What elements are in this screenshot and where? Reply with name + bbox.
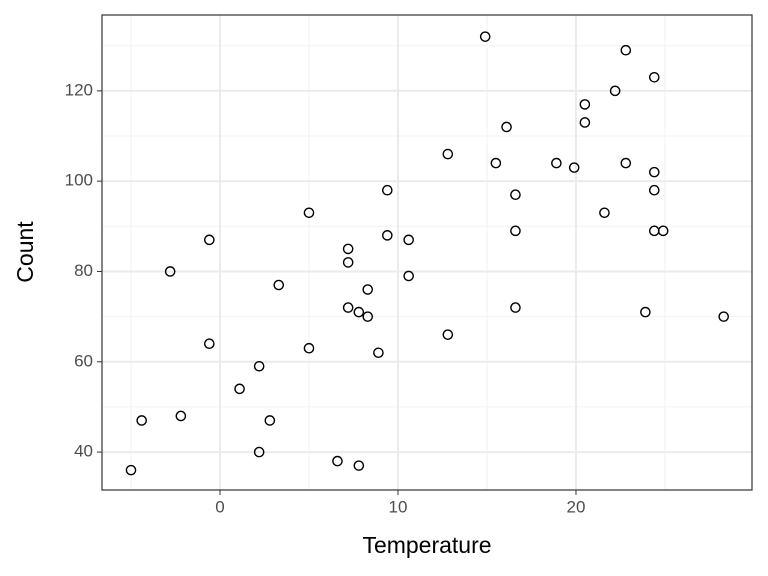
x-tick-label: 0 [215, 497, 224, 516]
point [303, 342, 315, 354]
point [353, 460, 365, 471]
y-tick-label: 60 [74, 351, 93, 370]
y-tick-label: 40 [74, 442, 93, 461]
point [234, 383, 245, 395]
point [620, 44, 632, 56]
point [442, 329, 454, 340]
point [373, 347, 384, 359]
point [342, 257, 354, 268]
point [253, 360, 265, 372]
point [609, 85, 621, 97]
point [382, 184, 393, 196]
point [342, 302, 354, 313]
x-tick-label: 20 [567, 497, 586, 516]
point [510, 189, 521, 201]
point [620, 157, 632, 169]
point [362, 284, 374, 295]
point [479, 31, 491, 42]
y-tick-label: 80 [74, 261, 93, 280]
point [175, 410, 187, 422]
point [501, 121, 512, 133]
point [657, 225, 669, 237]
point [568, 162, 580, 173]
point [648, 184, 660, 196]
point [136, 415, 147, 426]
point [403, 270, 414, 282]
panel-border [101, 14, 753, 491]
point [303, 207, 315, 219]
point [648, 166, 660, 178]
point [164, 266, 176, 277]
point [510, 302, 521, 313]
point [332, 455, 343, 467]
point [442, 148, 454, 160]
point [382, 230, 393, 241]
point [264, 415, 276, 426]
x-axis-title: Temperature [362, 532, 491, 558]
point [579, 117, 591, 128]
y-axis-title: Count [12, 221, 38, 283]
point [551, 157, 562, 169]
point [640, 306, 651, 318]
point [718, 311, 730, 322]
point [510, 225, 521, 237]
point [204, 234, 215, 246]
point [353, 306, 365, 318]
point [599, 207, 610, 219]
point [579, 99, 591, 110]
point [125, 464, 137, 476]
x-tick-label: 10 [389, 497, 408, 516]
point [362, 311, 374, 322]
point [648, 72, 660, 83]
point [253, 446, 265, 458]
point [403, 234, 414, 246]
y-tick-label: 100 [65, 171, 93, 190]
point [490, 157, 502, 169]
point [342, 243, 354, 255]
point [204, 338, 215, 350]
y-tick-label: 120 [65, 80, 93, 99]
point [273, 279, 285, 291]
